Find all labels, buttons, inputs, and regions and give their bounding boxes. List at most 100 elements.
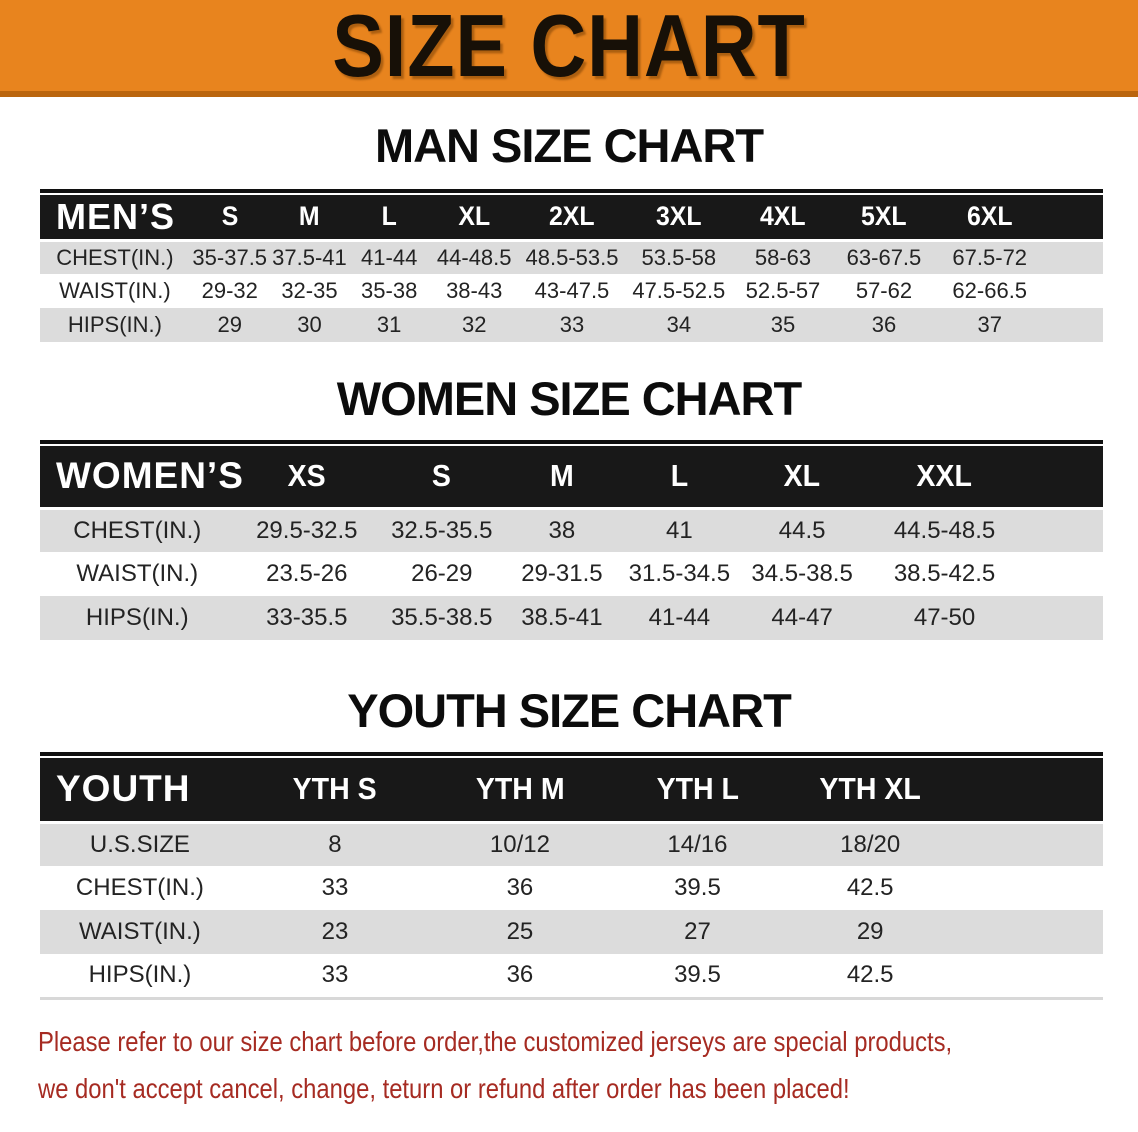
value-cell: 42.5 bbox=[846, 874, 894, 901]
value-cell: 57-62 bbox=[855, 278, 913, 303]
value-cell: 14/16 bbox=[609, 820, 786, 866]
spacer-cell bbox=[1044, 274, 1103, 308]
value-cell: 33 bbox=[321, 874, 349, 901]
women-size-table: WOMEN’S XS S M L XL XXL CHEST(IN.) 29.5-… bbox=[40, 446, 1103, 640]
value-cell: 23 bbox=[321, 918, 349, 945]
youth-header-label: YOUTH bbox=[40, 758, 240, 822]
value-cell: 41 bbox=[619, 506, 740, 552]
men-header-label: MEN’S bbox=[40, 195, 190, 240]
value-cell: 58-63 bbox=[733, 238, 833, 274]
table-row: CHEST(IN.) 35-37.5 37.5-41 41-44 44-48.5… bbox=[40, 238, 1103, 274]
value-cell: 36 bbox=[506, 961, 534, 989]
value-cell: 35.5-38.5 bbox=[391, 604, 493, 631]
column-header: 3XL bbox=[624, 195, 734, 240]
value-cell: 47-50 bbox=[913, 604, 976, 631]
value-cell: 34 bbox=[666, 312, 692, 337]
value-cell: 62-66.5 bbox=[952, 278, 1028, 303]
value-cell: 36 bbox=[871, 312, 897, 337]
banner-title: SIZE CHART bbox=[332, 0, 806, 95]
men-header-row: MEN’S S M L XL 2XL 3XL 4XL 5XL 6XL bbox=[40, 195, 1103, 240]
value-cell: 44.5-48.5 bbox=[864, 506, 1025, 552]
value-cell: 26-29 bbox=[411, 560, 473, 587]
table-row: WAIST(IN.) 29-32 32-35 35-38 38-43 43-47… bbox=[40, 274, 1103, 308]
disclaimer-line-2: we don't accept cancel, change, teturn o… bbox=[38, 1072, 850, 1104]
row-label-cell: CHEST(IN.) bbox=[40, 238, 190, 274]
row-label-cell: WAIST(IN.) bbox=[79, 918, 201, 945]
value-cell: 35-38 bbox=[361, 278, 418, 303]
value-cell: 44.5 bbox=[739, 506, 865, 552]
value-cell: 35 bbox=[770, 312, 796, 337]
value-cell: 43-47.5 bbox=[534, 278, 610, 303]
youth-header-row: YOUTH YTH S YTH M YTH L YTH XL bbox=[40, 758, 1103, 822]
youth-section-heading: YOUTH SIZE CHART bbox=[347, 684, 792, 737]
value-cell: 32-35 bbox=[281, 278, 338, 303]
column-header: 4XL bbox=[733, 195, 833, 240]
value-cell: 42.5 bbox=[846, 961, 894, 989]
value-cell: 38 bbox=[504, 506, 620, 552]
value-cell: 27 bbox=[684, 918, 711, 945]
spacer-cell bbox=[1024, 596, 1103, 640]
youth-size-table-wrap: YOUTH YTH S YTH M YTH L YTH XL U.S.SIZE … bbox=[40, 752, 1103, 1000]
size-chart-banner: SIZE CHART bbox=[0, 0, 1138, 97]
spacer-cell bbox=[955, 866, 1103, 910]
women-section-heading: WOMEN SIZE CHART bbox=[336, 372, 802, 425]
table-row: CHEST(IN.) 33 36 39.5 42.5 bbox=[40, 866, 1103, 910]
value-cell: 38.5-42.5 bbox=[893, 560, 996, 587]
column-header: XL bbox=[739, 446, 865, 508]
column-header: 6XL bbox=[935, 195, 1045, 240]
value-cell: 32 bbox=[461, 312, 487, 337]
column-header: YTH S bbox=[239, 758, 431, 822]
men-section-heading: MAN SIZE CHART bbox=[374, 119, 764, 172]
column-header: YTH M bbox=[430, 758, 610, 822]
disclaimer-note: Please refer to our size chart before or… bbox=[38, 1018, 1138, 1112]
value-cell: 29-32 bbox=[201, 278, 258, 303]
column-header: YTH XL bbox=[785, 758, 956, 822]
column-header: M bbox=[269, 195, 350, 240]
value-cell: 32.5-35.5 bbox=[379, 506, 505, 552]
column-header: XL bbox=[429, 195, 520, 240]
row-label-cell: CHEST(IN.) bbox=[75, 874, 204, 901]
column-header: YTH L bbox=[609, 758, 786, 822]
spacer-cell bbox=[1024, 552, 1103, 596]
disclaimer-line-1: Please refer to our size chart before or… bbox=[38, 1025, 953, 1057]
value-cell: 63-67.5 bbox=[832, 238, 935, 274]
value-cell: 36 bbox=[506, 874, 534, 901]
column-header: XS bbox=[234, 446, 380, 508]
youth-size-table: YOUTH YTH S YTH M YTH L YTH XL U.S.SIZE … bbox=[40, 758, 1103, 1000]
value-cell: 10/12 bbox=[430, 820, 610, 866]
value-cell: 37 bbox=[977, 312, 1002, 337]
value-cell: 34.5-38.5 bbox=[751, 560, 853, 587]
value-cell: 52.5-57 bbox=[745, 278, 821, 303]
column-header: L bbox=[349, 195, 430, 240]
value-cell: 29 bbox=[856, 918, 884, 945]
row-label-cell: WAIST(IN.) bbox=[76, 560, 199, 587]
men-size-table-wrap: MEN’S S M L XL 2XL 3XL 4XL 5XL 6XL CHEST… bbox=[40, 189, 1103, 342]
spacer-cell bbox=[1024, 506, 1103, 552]
women-header-row: WOMEN’S XS S M L XL XXL bbox=[40, 446, 1103, 508]
spacer-cell bbox=[1044, 238, 1103, 274]
value-cell: 44-47 bbox=[771, 604, 833, 631]
value-cell: 44-48.5 bbox=[429, 238, 520, 274]
value-cell: 29-31.5 bbox=[521, 560, 603, 587]
row-label-cell: HIPS(IN.) bbox=[67, 312, 162, 337]
column-header: 5XL bbox=[832, 195, 935, 240]
table-row: CHEST(IN.) 29.5-32.5 32.5-35.5 38 41 44.… bbox=[40, 506, 1103, 552]
value-cell: 41-44 bbox=[349, 238, 430, 274]
value-cell: 38-43 bbox=[446, 278, 503, 303]
column-header: S bbox=[379, 446, 505, 508]
men-size-table: MEN’S S M L XL 2XL 3XL 4XL 5XL 6XL CHEST… bbox=[40, 195, 1103, 342]
value-cell: 48.5-53.5 bbox=[519, 238, 625, 274]
row-label-cell: CHEST(IN.) bbox=[40, 506, 235, 552]
value-cell: 29 bbox=[217, 312, 242, 337]
value-cell: 33 bbox=[559, 312, 585, 337]
row-label-cell: HIPS(IN.) bbox=[85, 604, 189, 631]
spacer-cell bbox=[955, 820, 1103, 866]
value-cell: 31 bbox=[376, 312, 402, 337]
women-header-label: WOMEN’S bbox=[40, 446, 243, 508]
value-cell: 67.5-72 bbox=[935, 238, 1045, 274]
column-header: M bbox=[504, 446, 620, 508]
value-cell: 8 bbox=[239, 820, 431, 866]
value-cell: 18/20 bbox=[785, 820, 956, 866]
table-row: U.S.SIZE 8 10/12 14/16 18/20 bbox=[40, 820, 1103, 866]
row-label-cell: HIPS(IN.) bbox=[88, 961, 192, 989]
